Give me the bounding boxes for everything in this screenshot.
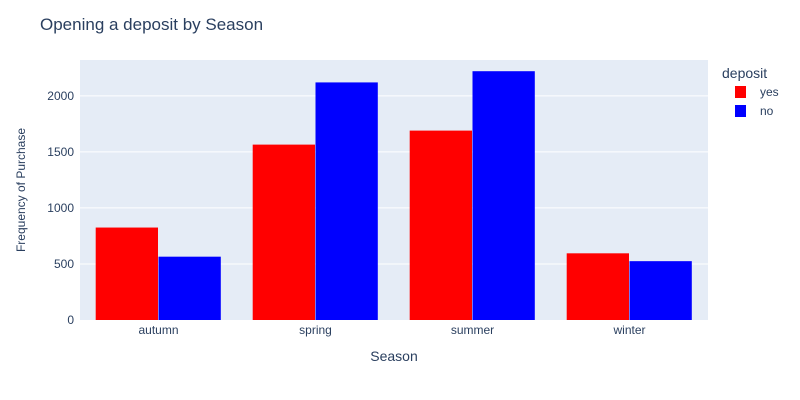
y-tick-label: 0 <box>67 313 74 327</box>
bars <box>95 71 692 321</box>
bar-summer-no[interactable] <box>472 71 535 320</box>
chart-title: Opening a deposit by Season <box>40 15 263 34</box>
legend-label-yes[interactable]: yes <box>760 85 779 99</box>
legend-swatch-no[interactable] <box>735 105 746 117</box>
bar-summer-yes[interactable] <box>409 130 472 320</box>
y-tick-label: 2000 <box>47 89 74 103</box>
legend-swatch-yes[interactable] <box>735 86 746 98</box>
x-axis-title: Season <box>370 348 417 364</box>
x-tick-label: summer <box>451 323 494 337</box>
legend-label-no[interactable]: no <box>760 104 774 118</box>
x-tick-label: autumn <box>138 323 178 337</box>
y-axis-title: Frequency of Purchase <box>14 128 28 252</box>
x-tick-label: spring <box>299 323 332 337</box>
legend: deposit yes no <box>722 65 779 118</box>
legend-title: deposit <box>722 65 767 81</box>
y-tick-label: 1500 <box>47 145 74 159</box>
x-axis-ticks: autumn spring summer winter <box>138 323 645 337</box>
x-tick-label: winter <box>612 323 645 337</box>
bar-winter-no[interactable] <box>629 261 692 320</box>
bar-autumn-yes[interactable] <box>95 227 158 320</box>
bar-autumn-no[interactable] <box>158 256 221 320</box>
y-axis-ticks: 0 500 1000 1500 2000 <box>47 89 74 327</box>
y-tick-label: 1000 <box>47 201 74 215</box>
y-tick-label: 500 <box>54 257 74 271</box>
legend-items: yes no <box>735 85 779 118</box>
bar-spring-no[interactable] <box>315 82 378 321</box>
bar-spring-yes[interactable] <box>252 144 315 320</box>
bar-winter-yes[interactable] <box>566 253 629 320</box>
